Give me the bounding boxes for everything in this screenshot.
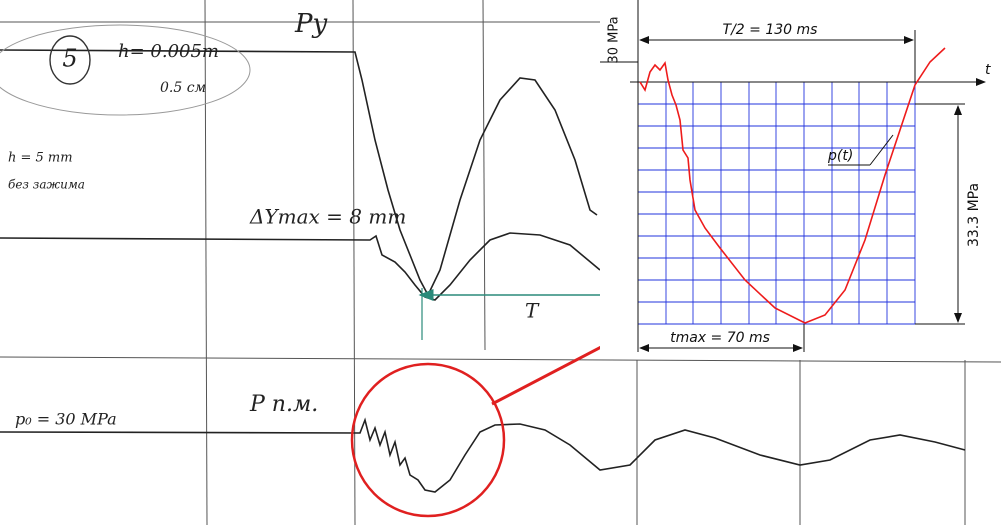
circle-number: 5 (62, 45, 77, 73)
curve-label: p(t) (827, 148, 853, 164)
dimension-label: 30 MPa (607, 16, 622, 63)
note: без зажима (8, 178, 85, 192)
note: p₀ = 30 MPa (15, 410, 117, 429)
dimension-label: 33.3 MPa (966, 183, 982, 247)
note: 0.5 см (160, 80, 206, 96)
trace-label: Py (294, 9, 327, 39)
inset (600, 0, 1001, 357)
note: h= 0.005m (118, 41, 219, 62)
period-label: T (525, 299, 540, 323)
note: h = 5 mm (8, 151, 73, 166)
trace-label: P п.м. (249, 392, 318, 417)
axis-label: t (985, 62, 991, 78)
note: ΔYmax = 8 mm (249, 205, 406, 229)
dimension-label: T/2 = 130 ms (723, 22, 818, 38)
scan-traces (0, 24, 966, 493)
dimension-label: tmax = 70 ms (670, 330, 770, 346)
highlight-circle (350, 362, 506, 518)
